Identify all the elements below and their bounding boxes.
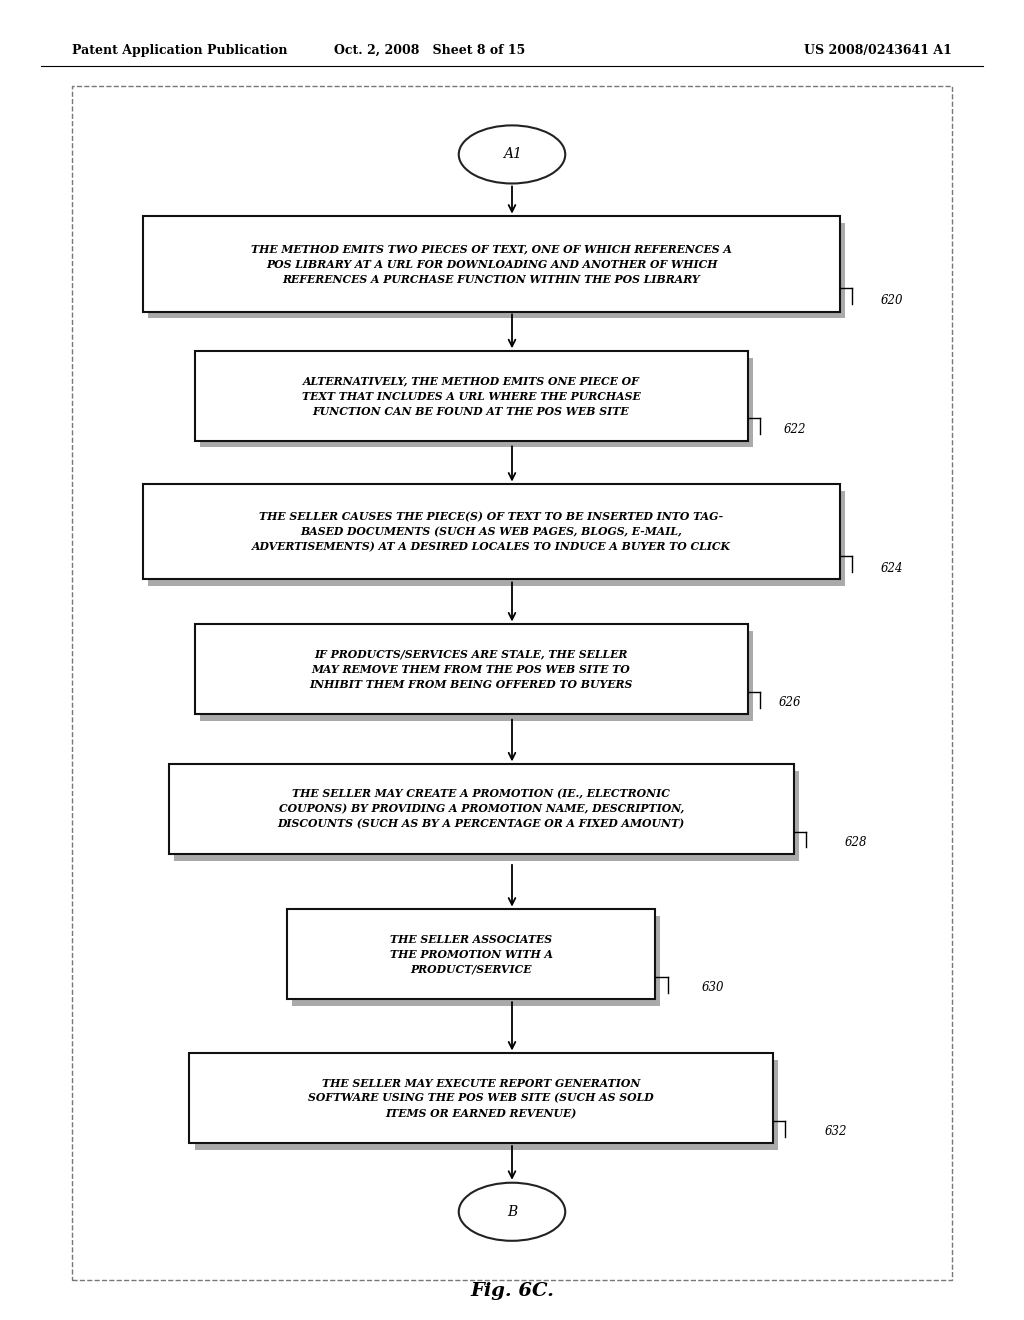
Text: ALTERNATIVELY, THE METHOD EMITS ONE PIECE OF
TEXT THAT INCLUDES A URL WHERE THE : ALTERNATIVELY, THE METHOD EMITS ONE PIEC… [302,375,640,417]
FancyBboxPatch shape [143,216,840,312]
Text: THE METHOD EMITS TWO PIECES OF TEXT, ONE OF WHICH REFERENCES A
POS LIBRARY AT A : THE METHOD EMITS TWO PIECES OF TEXT, ONE… [251,243,732,285]
Text: THE SELLER MAY CREATE A PROMOTION (IE., ELECTRONIC
COUPONS) BY PROVIDING A PROMO: THE SELLER MAY CREATE A PROMOTION (IE., … [278,788,685,830]
FancyBboxPatch shape [292,916,660,1006]
FancyBboxPatch shape [143,484,840,579]
Ellipse shape [459,125,565,183]
FancyBboxPatch shape [174,771,799,861]
Text: 632: 632 [824,1125,847,1138]
FancyBboxPatch shape [200,358,753,447]
Text: 628: 628 [845,836,867,849]
FancyBboxPatch shape [195,624,748,714]
FancyBboxPatch shape [195,351,748,441]
Text: B: B [507,1205,517,1218]
Text: 620: 620 [881,294,903,308]
Text: 622: 622 [783,422,806,436]
Text: 630: 630 [701,981,724,994]
FancyBboxPatch shape [148,491,845,586]
Text: Oct. 2, 2008   Sheet 8 of 15: Oct. 2, 2008 Sheet 8 of 15 [335,44,525,57]
Text: Patent Application Publication: Patent Application Publication [72,44,287,57]
Text: US 2008/0243641 A1: US 2008/0243641 A1 [805,44,952,57]
Text: Fig. 6C.: Fig. 6C. [470,1282,554,1300]
FancyBboxPatch shape [287,909,655,999]
FancyBboxPatch shape [200,631,753,721]
Text: 626: 626 [778,696,801,709]
Ellipse shape [459,1183,565,1241]
Text: A1: A1 [503,148,521,161]
FancyBboxPatch shape [148,223,845,318]
FancyBboxPatch shape [72,86,952,1280]
Text: 624: 624 [881,562,903,576]
FancyBboxPatch shape [195,1060,778,1150]
FancyBboxPatch shape [189,1053,773,1143]
Text: THE SELLER MAY EXECUTE REPORT GENERATION
SOFTWARE USING THE POS WEB SITE (SUCH A: THE SELLER MAY EXECUTE REPORT GENERATION… [308,1077,654,1119]
FancyBboxPatch shape [169,764,794,854]
Text: THE SELLER ASSOCIATES
THE PROMOTION WITH A
PRODUCT/SERVICE: THE SELLER ASSOCIATES THE PROMOTION WITH… [389,933,553,975]
Text: IF PRODUCTS/SERVICES ARE STALE, THE SELLER
MAY REMOVE THEM FROM THE POS WEB SITE: IF PRODUCTS/SERVICES ARE STALE, THE SELL… [309,648,633,690]
Text: THE SELLER CAUSES THE PIECE(S) OF TEXT TO BE INSERTED INTO TAG-
BASED DOCUMENTS : THE SELLER CAUSES THE PIECE(S) OF TEXT T… [252,511,731,553]
